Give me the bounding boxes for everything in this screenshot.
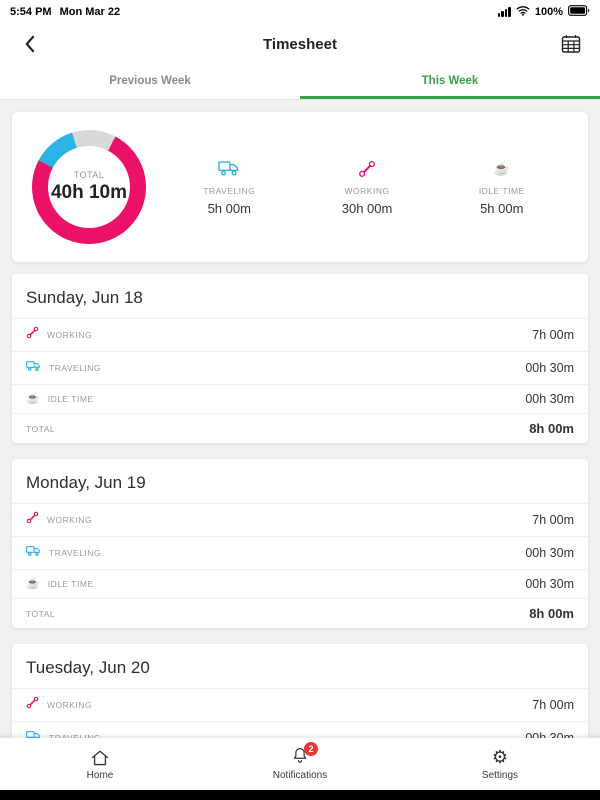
coffee-cup-icon: ☕ — [493, 161, 510, 176]
donut-total-label: TOTAL — [73, 170, 105, 180]
row-value: 7h 00m — [532, 328, 574, 342]
truck-icon — [203, 159, 255, 179]
battery-percent: 100% — [534, 6, 563, 18]
notifications-badge: 2 — [304, 742, 318, 756]
wrench-icon — [26, 511, 39, 529]
day-row-total: TOTAL 8h 00m — [12, 598, 588, 628]
row-value: 00h 30m — [525, 361, 574, 375]
battery-icon — [568, 5, 590, 19]
row-label: TRAVELING — [49, 548, 102, 558]
day-title: Monday, Jun 19 — [26, 473, 146, 492]
row-label: IDLE TIME — [47, 579, 94, 589]
tab-this-week[interactable]: This Week — [300, 64, 600, 99]
total-value: 8h 00m — [529, 421, 574, 436]
row-value: 00h 30m — [525, 392, 574, 406]
home-icon — [90, 747, 110, 767]
stat-label: IDLE TIME — [478, 185, 525, 196]
wifi-icon — [516, 5, 530, 19]
stat-label: WORKING — [344, 185, 390, 196]
stat-value: 30h 00m — [341, 200, 393, 216]
coffee-cup-icon: ☕ — [26, 392, 40, 405]
cellular-signal-icon — [497, 7, 511, 17]
day-row-traveling: TRAVELING 00h 30m — [12, 536, 588, 569]
total-donut-chart: TOTAL 40h 10m — [32, 130, 146, 244]
nav-home[interactable]: Home — [0, 738, 200, 790]
row-value: 7h 00m — [532, 513, 574, 527]
row-value: 7h 00m — [532, 698, 574, 712]
day-row-working: WORKING 7h 00m — [12, 688, 588, 721]
bottom-nav: Home 2 Notifications ⚙ Settings — [0, 738, 600, 800]
day-row-working: WORKING 7h 00m — [12, 318, 588, 351]
summary-card: TOTAL 40h 10m TRAVELING 5h 00m — [12, 112, 588, 262]
nav-label: Home — [86, 770, 114, 781]
total-value: 8h 00m — [529, 606, 574, 621]
gear-icon: ⚙ — [491, 747, 509, 767]
home-indicator-bar — [0, 790, 600, 800]
wrench-icon — [26, 696, 39, 714]
day-title: Tuesday, Jun 20 — [26, 658, 150, 677]
total-label: TOTAL — [26, 608, 56, 619]
page-title: Timesheet — [263, 35, 337, 53]
day-row-idle: ☕ IDLE TIME 00h 30m — [12, 384, 588, 413]
status-date: Mon Mar 22 — [59, 6, 121, 18]
bell-icon — [291, 745, 309, 770]
stat-value: 5h 00m — [480, 200, 524, 216]
day-card-monday: Monday, Jun 19 WORKING 7h 00m TRAVELING … — [12, 459, 588, 628]
day-row-working: WORKING 7h 00m — [12, 503, 588, 536]
row-label: WORKING — [47, 700, 93, 710]
stat-idle: ☕ IDLE TIME 5h 00m — [479, 159, 525, 216]
truck-icon — [26, 544, 41, 562]
row-value: 00h 30m — [525, 546, 574, 560]
day-title: Sunday, Jun 18 — [26, 288, 143, 307]
stat-working: WORKING 30h 00m — [341, 159, 393, 216]
stat-label: TRAVELING — [203, 185, 256, 196]
summary-stats: TRAVELING 5h 00m WORKING 30h 00m ☕ IDLE … — [146, 159, 568, 216]
nav-settings[interactable]: ⚙ Settings — [400, 738, 600, 790]
wrench-icon — [342, 159, 393, 179]
stat-traveling: TRAVELING 5h 00m — [203, 159, 255, 216]
day-row-idle: ☕ IDLE TIME 00h 30m — [12, 569, 588, 598]
tab-previous-week[interactable]: Previous Week — [109, 75, 191, 87]
total-label: TOTAL — [26, 423, 56, 434]
wrench-icon — [26, 326, 39, 344]
calendar-grid-icon[interactable] — [558, 31, 584, 57]
row-label: WORKING — [47, 330, 93, 340]
day-card-sunday: Sunday, Jun 18 WORKING 7h 00m TRAVELING … — [12, 274, 588, 443]
stat-value: 5h 00m — [207, 200, 251, 216]
day-row-traveling: TRAVELING 00h 30m — [12, 351, 588, 384]
row-label: WORKING — [47, 515, 93, 525]
row-label: TRAVELING — [49, 363, 102, 373]
week-tabs: Previous Week This Week — [0, 64, 600, 100]
truck-icon — [26, 359, 41, 377]
coffee-cup-icon: ☕ — [26, 577, 40, 590]
row-value: 00h 30m — [525, 577, 574, 591]
nav-label: Notifications — [272, 770, 328, 781]
header: Timesheet — [0, 24, 600, 64]
row-label: IDLE TIME — [47, 394, 94, 404]
nav-notifications[interactable]: 2 Notifications — [200, 738, 400, 790]
day-row-total: TOTAL 8h 00m — [12, 413, 588, 443]
back-button[interactable] — [16, 31, 42, 57]
nav-label: Settings — [481, 770, 519, 781]
donut-total-value: 40h 10m — [50, 182, 128, 203]
status-time: 5:54 PM — [10, 6, 52, 18]
status-bar: 5:54 PM Mon Mar 22 100% — [0, 0, 600, 24]
